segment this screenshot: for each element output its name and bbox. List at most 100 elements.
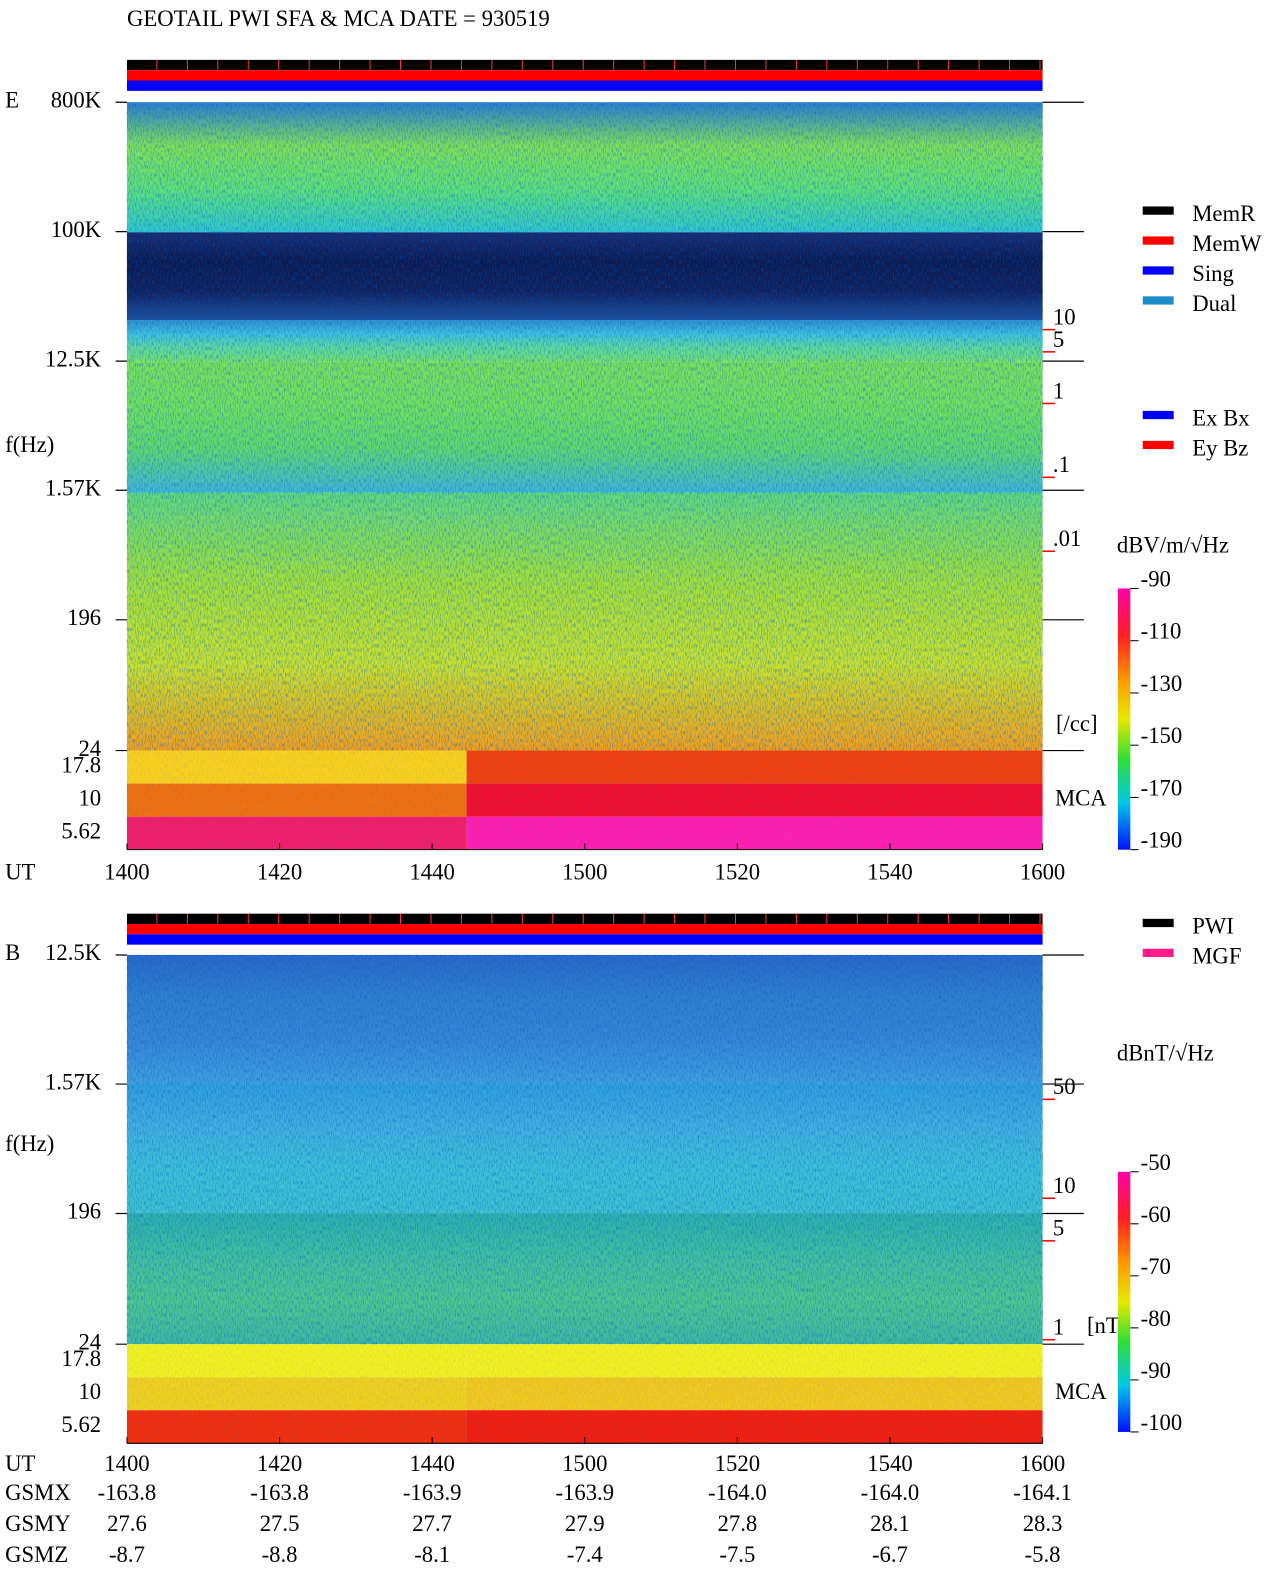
figure-title: GEOTAIL PWI SFA & MCA DATE = 930519 xyxy=(127,6,550,31)
y-tick-label: 800K xyxy=(51,87,102,112)
orbit-value: -163.9 xyxy=(403,1480,462,1505)
orbit-label: GSMZ xyxy=(5,1542,68,1567)
y-tick-label: 12.5K xyxy=(45,346,102,371)
x-tick-label: 1400 xyxy=(104,860,149,885)
x-tick-label: 1500 xyxy=(562,1451,607,1476)
orbit-value: -163.8 xyxy=(250,1480,309,1505)
orbit-label: GSMY xyxy=(5,1511,71,1536)
orbit-label: GSMX xyxy=(5,1480,71,1505)
y2-tick-label: 10 xyxy=(1053,305,1076,330)
orbit-value: 27.5 xyxy=(260,1511,300,1536)
x-tick-label: 1440 xyxy=(409,1451,454,1476)
orbit-value: -163.9 xyxy=(555,1480,614,1505)
x-tick-label: 1520 xyxy=(715,860,760,885)
mode-bar xyxy=(126,80,1043,91)
colorbar-tick-label: -90 xyxy=(1141,1358,1171,1383)
x-axis-label: UT xyxy=(5,860,35,885)
orbit-value: 27.6 xyxy=(107,1511,147,1536)
orbit-value: -6.7 xyxy=(872,1542,908,1567)
legend-label: Ey Bz xyxy=(1192,435,1248,460)
y-tick-label: 196 xyxy=(67,1199,101,1224)
y2-tick-label: .1 xyxy=(1053,452,1070,477)
legend-swatch xyxy=(1142,266,1174,275)
mode-bar xyxy=(126,924,1043,935)
colorbar-tick-label: -150 xyxy=(1141,723,1183,748)
legend-label: MemW xyxy=(1192,231,1262,256)
legend-swatch xyxy=(1142,410,1174,420)
y2-tick-label: 5 xyxy=(1053,1216,1064,1241)
orbit-value: -163.8 xyxy=(98,1480,157,1505)
y-tick-label: 196 xyxy=(67,605,101,630)
colorbar-tick-label: -90 xyxy=(1141,566,1171,591)
y-tick-label: 12.5K xyxy=(45,940,102,965)
colorbar-tick-label: -80 xyxy=(1141,1306,1171,1331)
y-tick-label: 100K xyxy=(51,217,102,242)
y2-axis-label: [/cc] xyxy=(1056,711,1098,736)
mca-channel-label: 10 xyxy=(78,1379,101,1404)
spectrogram-noise xyxy=(126,954,1043,1345)
colorbar-tick-label: -110 xyxy=(1141,619,1182,644)
mca-noise xyxy=(126,1344,1043,1444)
colorbar-tick-label: -190 xyxy=(1141,828,1183,853)
y-axis-label: f(Hz) xyxy=(5,1131,54,1156)
x-tick-label: 1500 xyxy=(562,860,607,885)
orbit-value: -5.8 xyxy=(1025,1542,1061,1567)
legend-swatch xyxy=(1142,918,1174,928)
mca-noise xyxy=(126,750,1043,850)
x-tick-label: 1440 xyxy=(409,860,454,885)
x-tick-label: 1400 xyxy=(104,1451,149,1476)
legend-swatch xyxy=(1142,948,1174,958)
orbit-value: 28.1 xyxy=(870,1511,910,1536)
y-axis-label: f(Hz) xyxy=(5,432,54,457)
mode-bar xyxy=(126,934,1043,945)
colorbar-tick-label: -50 xyxy=(1141,1150,1171,1175)
panel-label: E xyxy=(5,87,19,112)
orbit-value: -7.5 xyxy=(719,1542,755,1567)
orbit-value: 28.3 xyxy=(1023,1511,1063,1536)
y2-tick-label: 1 xyxy=(1053,1315,1064,1340)
y2-tick-label: 1 xyxy=(1053,378,1064,403)
mca-label: MCA xyxy=(1055,1379,1107,1404)
y2-tick-label: 50 xyxy=(1053,1074,1076,1099)
spectrogram-noise xyxy=(126,102,1043,751)
legend-swatch xyxy=(1142,236,1174,245)
legend-label: Sing xyxy=(1192,261,1234,286)
x-tick-label: 1540 xyxy=(867,860,912,885)
legend-label: Ex Bx xyxy=(1192,405,1250,430)
x-axis-label: UT xyxy=(5,1451,35,1476)
colorbar-tick-label: -170 xyxy=(1141,775,1183,800)
mca-label: MCA xyxy=(1055,785,1107,810)
orbit-value: 27.9 xyxy=(565,1511,605,1536)
x-tick-label: 1540 xyxy=(867,1451,912,1476)
legend-swatch xyxy=(1142,206,1174,215)
legend-label: PWI xyxy=(1192,913,1234,938)
legend-swatch xyxy=(1142,296,1174,305)
x-tick-label: 1420 xyxy=(257,860,302,885)
colorbar-label: dBnT/√Hz xyxy=(1117,1040,1214,1065)
y-tick-label: 24 xyxy=(78,1329,101,1354)
orbit-value: -164.0 xyxy=(708,1480,767,1505)
x-tick-label: 1600 xyxy=(1020,860,1065,885)
orbit-value: 27.7 xyxy=(412,1511,452,1536)
mca-channel-label: 17.8 xyxy=(61,752,101,777)
y-tick-label: 1.57K xyxy=(45,1069,102,1094)
x-tick-label: 1520 xyxy=(715,1451,760,1476)
y-tick-label: 1.57K xyxy=(45,475,102,500)
legend-swatch xyxy=(1142,440,1174,450)
legend-label: Dual xyxy=(1192,291,1236,316)
colorbar-tick-label: -70 xyxy=(1141,1254,1171,1279)
colorbar xyxy=(1117,1171,1131,1432)
colorbar-tick-label: -100 xyxy=(1141,1410,1183,1435)
colorbar xyxy=(1117,588,1131,850)
legend-label: MemR xyxy=(1192,201,1256,226)
orbit-value: -8.1 xyxy=(414,1542,450,1567)
orbit-value: -8.7 xyxy=(109,1542,145,1567)
y2-tick-label: .01 xyxy=(1053,526,1081,551)
mode-bar xyxy=(126,913,1043,925)
mca-channel-label: 5.62 xyxy=(61,1412,101,1437)
panel-label: B xyxy=(5,940,20,965)
y-tick-label: 24 xyxy=(78,736,101,761)
y2-tick-label: 5 xyxy=(1053,327,1064,352)
y2-tick-label: 10 xyxy=(1053,1173,1076,1198)
